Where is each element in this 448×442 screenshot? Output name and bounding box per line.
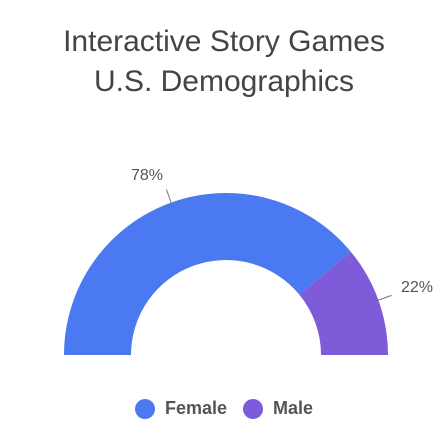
- legend-label-male: Male: [273, 398, 314, 418]
- legend-item-male[interactable]: Male: [243, 398, 313, 419]
- chart-title: Interactive Story Games U.S. Demographic…: [0, 22, 448, 102]
- legend: Female Male: [0, 398, 448, 419]
- chart-title-line-2: U.S. Demographics: [93, 65, 355, 98]
- leader-line-male: [376, 294, 392, 302]
- data-label-male: 22%: [401, 279, 433, 296]
- legend-label-female: Female: [164, 398, 227, 418]
- data-label-female: 78%: [131, 167, 163, 184]
- legend-swatch-female: [134, 398, 155, 419]
- slice-male[interactable]: [299, 251, 388, 355]
- legend-item-female[interactable]: Female: [134, 398, 227, 419]
- leader-line-female: [165, 189, 173, 205]
- slice-female[interactable]: [64, 193, 351, 355]
- chart-title-line-1: Interactive Story Games: [63, 25, 385, 58]
- legend-swatch-male: [243, 398, 263, 419]
